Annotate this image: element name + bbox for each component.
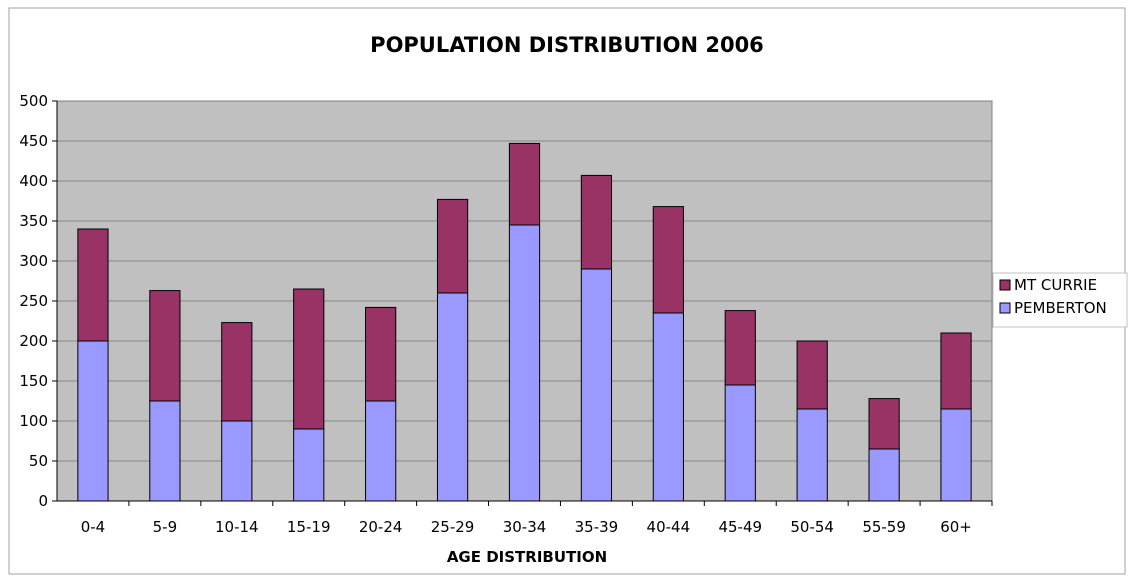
bar-pemberton-20-24 <box>365 400 397 502</box>
legend-swatch-pemberton <box>999 302 1011 314</box>
bar-mt-currie-20-24 <box>365 306 397 402</box>
x-tick-label: 15-19 <box>287 518 331 536</box>
bar-pemberton-5-9 <box>149 400 181 502</box>
bar-mt-currie-5-9 <box>149 290 181 402</box>
bar-pemberton-25-29 <box>436 292 469 502</box>
legend-label-mt-currie: MT CURRIE <box>1014 276 1097 294</box>
y-tick-label: 500 <box>19 92 48 110</box>
bar-pemberton-55-59 <box>868 448 900 502</box>
y-tick-label: 350 <box>19 212 48 230</box>
bar-mt-currie-35-39 <box>580 174 613 270</box>
x-tick-label: 20-24 <box>359 518 403 536</box>
y-tick-label: 250 <box>19 292 48 310</box>
y-tick-label: 100 <box>19 412 48 430</box>
bar-mt-currie-30-34 <box>508 142 541 226</box>
x-tick-label: 25-29 <box>431 518 475 536</box>
bar-pemberton-45-49 <box>724 384 756 502</box>
bar-mt-currie-45-49 <box>724 310 756 386</box>
legend-swatch-mt-currie <box>999 279 1011 291</box>
x-tick-label: 0-4 <box>81 518 106 536</box>
bar-pemberton-30-34 <box>508 224 541 502</box>
y-tick-label: 50 <box>29 452 48 470</box>
y-tick-label: 150 <box>19 372 48 390</box>
x-tick-label: 55-59 <box>862 518 906 536</box>
bar-mt-currie-50-54 <box>796 340 828 410</box>
legend: MT CURRIE PEMBERTON <box>992 272 1128 328</box>
x-tick-label: 5-9 <box>153 518 178 536</box>
bar-pemberton-40-44 <box>652 312 684 502</box>
y-tick-label: 200 <box>19 332 48 350</box>
x-tick-label: 50-54 <box>790 518 834 536</box>
bar-pemberton-10-14 <box>221 420 253 502</box>
legend-box <box>992 272 1128 328</box>
x-tick-label: 45-49 <box>718 518 762 536</box>
bar-mt-currie-0-4 <box>77 228 109 342</box>
x-tick-label: 35-39 <box>575 518 619 536</box>
y-tick-label: 300 <box>19 252 48 270</box>
bar-mt-currie-40-44 <box>652 206 684 314</box>
bar-mt-currie-25-29 <box>436 198 469 294</box>
y-tick-label: 0 <box>38 492 48 510</box>
x-tick-label: 30-34 <box>503 518 547 536</box>
bar-pemberton-50-54 <box>796 408 828 502</box>
bar-mt-currie-60+ <box>940 332 972 410</box>
legend-label-pemberton: PEMBERTON <box>1014 299 1107 317</box>
x-tick-label: 10-14 <box>215 518 259 536</box>
chart-title: POPULATION DISTRIBUTION 2006 <box>370 33 764 57</box>
x-axis-label: AGE DISTRIBUTION <box>447 548 607 566</box>
bar-pemberton-60+ <box>940 408 972 502</box>
bar-mt-currie-15-19 <box>293 288 325 430</box>
x-tick-label: 40-44 <box>647 518 691 536</box>
x-tick-label: 60+ <box>940 518 972 536</box>
bar-pemberton-0-4 <box>77 340 109 502</box>
bar-mt-currie-10-14 <box>221 322 253 422</box>
y-tick-label: 450 <box>19 132 48 150</box>
bar-pemberton-15-19 <box>293 428 325 502</box>
y-tick-label: 400 <box>19 172 48 190</box>
bar-mt-currie-55-59 <box>868 398 900 450</box>
bar-pemberton-35-39 <box>580 268 613 502</box>
